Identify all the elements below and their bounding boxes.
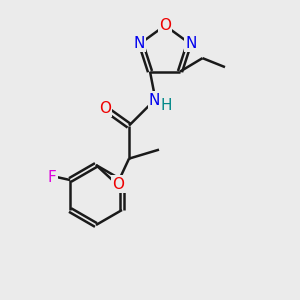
Text: O: O bbox=[112, 177, 124, 192]
Text: F: F bbox=[48, 169, 56, 184]
Text: O: O bbox=[159, 18, 171, 33]
Text: N: N bbox=[134, 36, 145, 51]
Text: O: O bbox=[99, 101, 111, 116]
Text: N: N bbox=[149, 93, 160, 108]
Text: N: N bbox=[185, 36, 196, 51]
Text: H: H bbox=[160, 98, 172, 113]
